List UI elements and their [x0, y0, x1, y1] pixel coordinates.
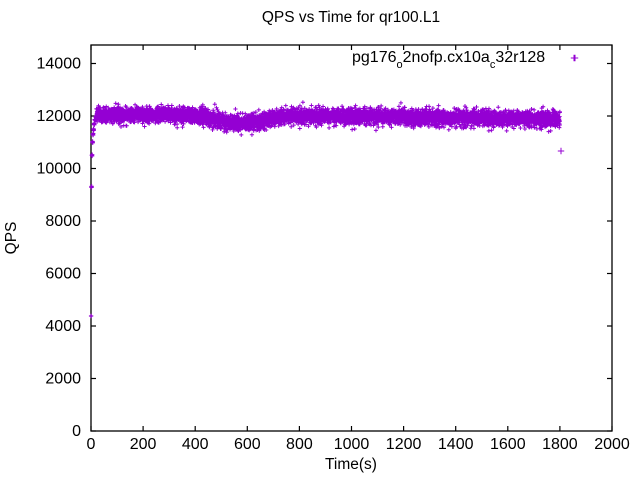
svg-text:0: 0 — [87, 436, 96, 453]
svg-text:1000: 1000 — [334, 436, 370, 453]
svg-text:800: 800 — [286, 436, 313, 453]
svg-text:4000: 4000 — [45, 318, 81, 335]
svg-text:1600: 1600 — [490, 436, 526, 453]
svg-text:400: 400 — [182, 436, 209, 453]
svg-text:10000: 10000 — [37, 161, 82, 178]
svg-text:2000: 2000 — [594, 436, 630, 453]
svg-text:12000: 12000 — [37, 108, 82, 125]
svg-text:pg176o2nofp.cx10ac32r128: pg176o2nofp.cx10ac32r128 — [352, 49, 545, 71]
svg-text:2000: 2000 — [45, 371, 81, 388]
svg-text:Time(s): Time(s) — [325, 456, 377, 473]
svg-text:1800: 1800 — [542, 436, 578, 453]
svg-text:200: 200 — [130, 436, 157, 453]
svg-text:QPS: QPS — [3, 222, 20, 255]
svg-text:6000: 6000 — [45, 266, 81, 283]
svg-text:1400: 1400 — [438, 436, 474, 453]
svg-text:8000: 8000 — [45, 213, 81, 230]
svg-text:14000: 14000 — [37, 56, 82, 73]
svg-text:600: 600 — [234, 436, 261, 453]
svg-text:QPS vs Time for qr100.L1: QPS vs Time for qr100.L1 — [262, 9, 440, 26]
svg-text:1200: 1200 — [386, 436, 422, 453]
svg-text:0: 0 — [72, 423, 81, 440]
